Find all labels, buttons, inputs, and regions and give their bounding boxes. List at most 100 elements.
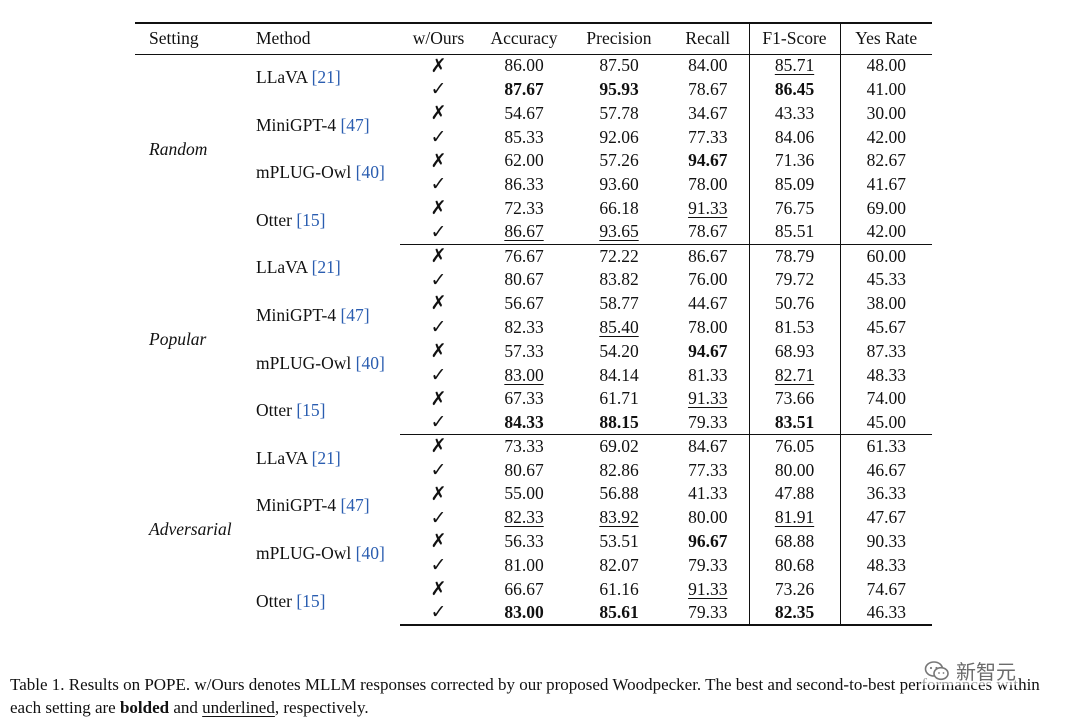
setting-group-random: Random LLaVA [21] ✗ 86.00 87.50 84.00 85.71 48.… [135,54,932,245]
method-cell: Otter [15] [247,578,400,626]
cell-number: 80.00 [688,507,728,528]
yes-rate-value: 61.33 [839,434,932,459]
check-mark-icon: ✓ [430,317,447,339]
recall-value: 34.67 [667,102,749,126]
table-row: ✓ 80.67 82.86 77.33 80.00 46.67 [135,458,932,483]
method-name: mPLUG-Owl [256,352,352,373]
cell-number: 61.71 [599,388,639,409]
yes-rate-value: 48.00 [839,54,932,78]
accuracy-value: 83.00 [477,363,571,387]
table-row: Random LLaVA [21] ✗ 86.00 87.50 84.00 85.71 48.… [135,54,932,157]
citation-link[interactable]: [40] [355,542,385,563]
citation-link[interactable]: [47] [340,305,370,326]
citation-link[interactable]: [21] [311,447,341,468]
f1-score-value: 84.06 [748,125,840,150]
table-row: MiniGPT-4 [47] ✗ 54.67 57.78 34.67 43.33 30.00 [135,101,932,133]
cell-number: 61.33 [866,436,906,457]
method-cell: mPLUG-Owl [40] [247,340,400,388]
yes-rate-value: 69.00 [839,196,932,221]
recall-value: 79.33 [667,554,749,578]
citation-link[interactable]: [40] [355,162,385,183]
citation-link[interactable]: [47] [340,114,370,135]
precision-value: 53.51 [571,530,667,554]
f1-score-value: 71.36 [748,149,840,173]
accuracy-value: 82.33 [477,506,571,530]
cell-number: 84.06 [774,126,815,147]
accuracy-value: 56.33 [477,530,571,554]
f1-score-value: 73.66 [748,387,840,411]
header-recall: Recall [667,22,749,55]
f1-score-value: 82.71 [748,363,840,388]
cross-mark-icon: ✗ [430,578,447,600]
citation-link[interactable]: [47] [340,495,370,516]
precision-value: 58.77 [571,292,667,316]
cell-number: 81.53 [774,316,815,337]
f1-score-value: 83.51 [748,410,840,436]
caption-and: and [169,698,203,717]
cell-number: 90.33 [866,531,906,552]
method-name: MiniGPT-4 [256,305,337,326]
table-row: ✓ 82.33 83.92 80.00 81.91 47.67 [135,506,932,530]
cross-mark-icon: ✗ [430,150,447,172]
cell-number: 83.00 [504,364,544,385]
cell-number: 54.20 [599,340,639,361]
cell-number: 69.02 [599,436,639,457]
cell-number: 48.33 [866,364,906,385]
table-row: ✓ 83.00 84.14 81.33 82.71 48.33 [135,363,932,388]
citation-link[interactable]: [21] [311,257,341,278]
precision-value: 93.65 [571,220,667,245]
cross-mark-icon: ✗ [430,531,447,553]
cell-number: 96.67 [688,531,728,552]
check-mark-icon: ✓ [430,79,447,101]
table-row: Adversarial LLaVA [21] ✗ 73.33 69.02 84.67 76.… [135,434,932,538]
f1-score-value: 80.68 [748,553,840,578]
citation-link[interactable]: [15] [296,590,326,611]
precision-value: 56.88 [571,482,667,506]
citation-link[interactable]: [40] [355,352,385,373]
citation-link[interactable]: [21] [311,67,341,88]
yes-rate-value: 42.00 [839,125,932,150]
precision-value: 61.71 [571,387,667,411]
citation-link[interactable]: [15] [296,400,326,421]
accuracy-value: 67.33 [477,387,571,411]
recall-value: 78.67 [667,78,749,102]
check-mark-icon: ✓ [430,126,447,148]
accuracy-value: 84.33 [477,410,571,436]
cell-number: 53.51 [599,531,639,552]
cell-number: 79.33 [688,554,728,575]
recall-value: 44.67 [667,292,749,316]
watermark-text: 新智元 [956,660,1016,684]
method-name: LLaVA [256,67,308,88]
caption-bolded-word: bolded [119,698,170,717]
cell-number: 66.67 [504,578,544,599]
table-row: ✓ 87.67 95.93 78.67 86.45 41.00 [135,77,932,102]
cell-number: 81.33 [688,364,728,385]
accuracy-value: 57.33 [477,340,571,364]
yes-rate-value: 38.00 [839,291,932,316]
cell-number: 78.00 [688,174,728,195]
table-row: Otter [15] ✗ 67.33 61.71 91.33 73.66 74.00 [135,387,932,419]
precision-value: 57.26 [571,149,667,173]
precision-value: 66.18 [571,197,667,221]
cross-mark-icon: ✗ [430,483,447,505]
cross-mark-icon: ✗ [430,198,447,220]
cell-number: 79.33 [688,601,728,622]
recall-value: 77.33 [667,459,749,483]
cell-number: 42.00 [866,126,906,147]
precision-value: 84.14 [571,363,667,387]
method-cell: MiniGPT-4 [47] [247,292,400,340]
cell-number: 85.09 [774,174,815,195]
cell-number: 48.33 [866,554,906,575]
yes-rate-value: 87.33 [839,339,932,364]
cell-number: 72.22 [599,245,639,266]
f1-score-value: 85.09 [748,172,840,197]
accuracy-value: 76.67 [477,244,571,268]
cell-number: 42.00 [866,221,906,242]
citation-link[interactable]: [15] [296,209,326,230]
cell-number: 46.33 [866,601,906,622]
method-cell: Otter [15] [247,197,400,245]
setting-group-popular: Popular LLaVA [21] ✗ 76.67 72.22 86.67 78.79 60… [135,244,932,436]
precision-value: 54.20 [571,340,667,364]
precision-value: 85.61 [571,601,667,627]
cross-mark-icon: ✗ [430,293,447,315]
